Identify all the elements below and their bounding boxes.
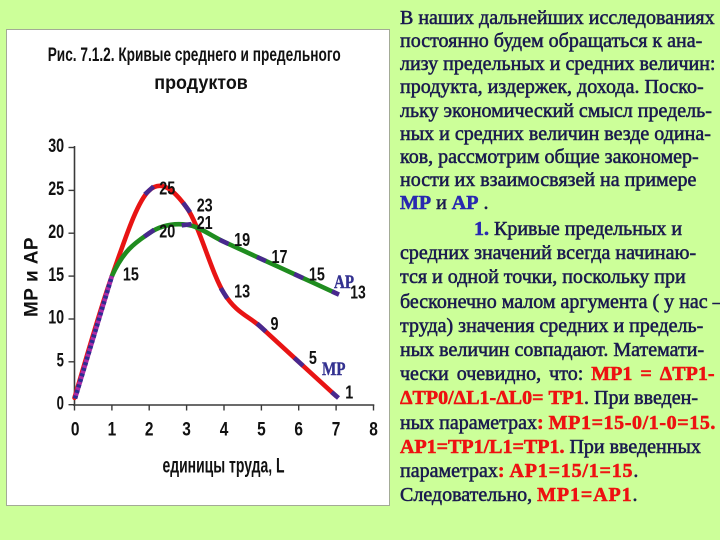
svg-text:0: 0 [57, 394, 64, 415]
svg-text:1: 1 [345, 383, 353, 403]
svg-text:19: 19 [234, 230, 250, 250]
svg-text:Рис. 7.1.2. Кривые среднего и: Рис. 7.1.2. Кривые среднего и предельног… [48, 45, 341, 66]
svg-text:6: 6 [294, 420, 303, 441]
svg-text:25: 25 [48, 179, 64, 200]
svg-text:МР: МР [322, 359, 346, 380]
svg-text:МР и АР: МР и АР [22, 237, 43, 317]
svg-text:30: 30 [48, 136, 64, 157]
svg-text:25: 25 [159, 179, 175, 199]
svg-text:20: 20 [48, 222, 64, 243]
svg-text:5: 5 [257, 420, 266, 441]
svg-text:единицы труда, L: единицы труда, L [163, 455, 285, 478]
svg-text:4: 4 [220, 420, 229, 441]
svg-text:0: 0 [71, 420, 80, 441]
svg-text:8: 8 [369, 420, 378, 441]
svg-text:продуктов: продуктов [154, 73, 248, 94]
svg-text:20: 20 [159, 221, 175, 241]
svg-text:17: 17 [272, 247, 288, 267]
svg-text:5: 5 [57, 351, 65, 372]
svg-text:10: 10 [48, 308, 64, 329]
svg-text:5: 5 [309, 348, 317, 368]
svg-text:13: 13 [234, 282, 250, 302]
svg-text:1: 1 [108, 420, 117, 441]
svg-text:2: 2 [145, 420, 154, 441]
svg-text:9: 9 [271, 314, 279, 334]
svg-text:15: 15 [309, 264, 325, 284]
svg-text:13: 13 [350, 283, 366, 303]
svg-text:15: 15 [48, 265, 64, 286]
svg-text:АР: АР [334, 272, 354, 293]
svg-text:3: 3 [182, 420, 191, 441]
svg-text:15: 15 [123, 264, 139, 284]
svg-text:7: 7 [332, 420, 341, 441]
svg-text:21: 21 [197, 213, 213, 233]
svg-text:23: 23 [197, 196, 213, 216]
